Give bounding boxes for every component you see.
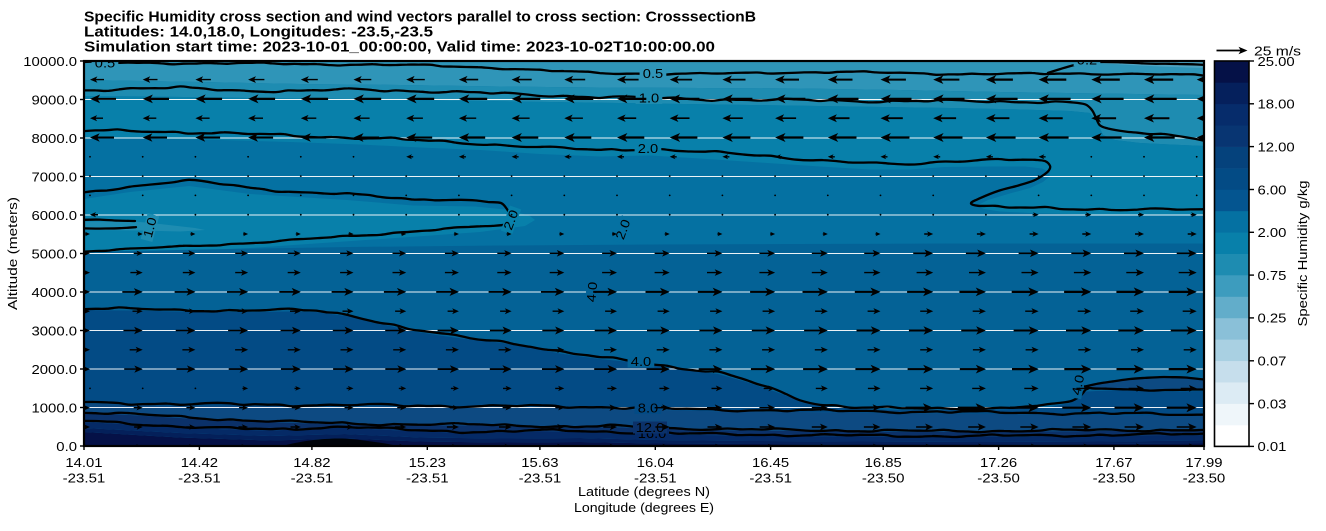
svg-text:17.99: 17.99 — [1185, 455, 1222, 470]
svg-text:25 m/s: 25 m/s — [1254, 44, 1301, 59]
svg-text:-23.51: -23.51 — [406, 471, 449, 486]
svg-text:16.45: 16.45 — [752, 455, 789, 470]
svg-text:10000.0: 10000.0 — [23, 54, 77, 69]
svg-text:1.0: 1.0 — [140, 216, 160, 240]
svg-text:16.85: 16.85 — [865, 455, 902, 470]
svg-text:-23.51: -23.51 — [634, 471, 677, 486]
svg-text:0.07: 0.07 — [1258, 354, 1287, 369]
svg-text:4.0: 4.0 — [631, 354, 651, 369]
svg-text:14.82: 14.82 — [293, 455, 330, 470]
svg-text:Specific Humidity g/kg: Specific Humidity g/kg — [1295, 181, 1310, 327]
svg-text:2.0: 2.0 — [638, 141, 658, 156]
svg-text:-23.50: -23.50 — [1183, 471, 1226, 486]
svg-text:2.00: 2.00 — [1258, 225, 1287, 240]
svg-text:0.01: 0.01 — [1258, 439, 1287, 454]
svg-text:25.00: 25.00 — [1258, 54, 1295, 69]
svg-text:Simulation start time: 2023-10: Simulation start time: 2023-10-01_00:00:… — [84, 39, 715, 56]
svg-text:15.63: 15.63 — [521, 455, 558, 470]
svg-text:9000.0: 9000.0 — [32, 92, 78, 107]
svg-text:18.00: 18.00 — [1258, 97, 1295, 112]
svg-text:-23.50: -23.50 — [1093, 471, 1136, 486]
svg-text:-23.51: -23.51 — [63, 471, 106, 486]
svg-text:0.03: 0.03 — [1258, 396, 1287, 411]
svg-text:8000.0: 8000.0 — [32, 131, 78, 146]
svg-text:Altitude (meters): Altitude (meters) — [5, 197, 20, 310]
svg-text:0.0: 0.0 — [56, 439, 77, 454]
svg-text:0.75: 0.75 — [1258, 268, 1287, 283]
svg-text:0.5: 0.5 — [95, 55, 115, 70]
svg-text:17.67: 17.67 — [1095, 455, 1132, 470]
svg-text:6000.0: 6000.0 — [32, 208, 78, 223]
svg-text:17.26: 17.26 — [980, 455, 1017, 470]
svg-text:Latitudes: 14.0,18.0, Longitud: Latitudes: 14.0,18.0, Longitudes: -23.5,… — [84, 24, 433, 41]
svg-text:0.2: 0.2 — [1077, 52, 1097, 67]
svg-text:4.0: 4.0 — [1068, 373, 1087, 396]
svg-text:0.25: 0.25 — [1258, 311, 1287, 326]
svg-text:Latitude (degrees N): Latitude (degrees N) — [578, 484, 710, 499]
svg-text:2.0: 2.0 — [500, 208, 521, 232]
svg-text:16.04: 16.04 — [637, 455, 674, 470]
svg-text:15.23: 15.23 — [409, 455, 446, 470]
svg-text:14.01: 14.01 — [65, 455, 102, 470]
svg-text:-23.51: -23.51 — [519, 471, 562, 486]
svg-text:-23.50: -23.50 — [977, 471, 1020, 486]
svg-text:-23.51: -23.51 — [178, 471, 221, 486]
svg-text:2.0: 2.0 — [612, 217, 633, 241]
svg-text:8.0: 8.0 — [638, 400, 658, 415]
svg-text:4.0: 4.0 — [583, 281, 600, 303]
svg-text:1000.0: 1000.0 — [32, 400, 78, 415]
svg-text:5000.0: 5000.0 — [32, 246, 78, 261]
svg-text:Longitude (degrees E): Longitude (degrees E) — [574, 500, 714, 515]
svg-text:7000.0: 7000.0 — [32, 169, 78, 184]
svg-text:6.00: 6.00 — [1258, 182, 1287, 197]
svg-text:-23.51: -23.51 — [291, 471, 334, 486]
svg-text:12.00: 12.00 — [1258, 139, 1295, 154]
svg-text:Specific Humidity cross sectio: Specific Humidity cross section and wind… — [84, 9, 756, 26]
svg-text:-23.51: -23.51 — [749, 471, 792, 486]
svg-text:3000.0: 3000.0 — [32, 323, 78, 338]
svg-text:12.0: 12.0 — [636, 420, 665, 435]
svg-text:0.5: 0.5 — [643, 66, 663, 81]
svg-text:2000.0: 2000.0 — [32, 362, 78, 377]
svg-text:1.0: 1.0 — [639, 90, 659, 105]
svg-text:-23.50: -23.50 — [862, 471, 905, 486]
svg-text:4000.0: 4000.0 — [32, 285, 78, 300]
svg-text:14.42: 14.42 — [181, 455, 218, 470]
